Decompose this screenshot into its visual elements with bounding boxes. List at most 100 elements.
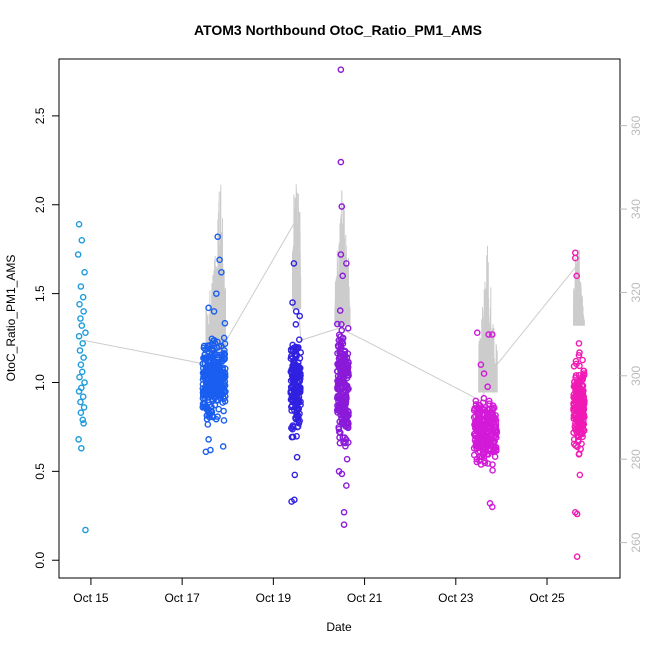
data-point (291, 496, 298, 504)
data-point (288, 393, 296, 401)
data-point (77, 361, 85, 369)
data-point (337, 158, 345, 166)
data-point (342, 418, 350, 426)
data-point (79, 293, 87, 301)
data-point (296, 417, 303, 425)
y-tick-label: 1.5 (33, 285, 47, 302)
data-point (489, 442, 496, 449)
data-point (477, 461, 485, 468)
data-point (210, 388, 218, 396)
data-point (77, 315, 84, 322)
data-point (342, 439, 349, 447)
data-point (79, 340, 87, 347)
data-point (289, 376, 296, 383)
data-point (202, 448, 210, 456)
data-point (472, 442, 479, 450)
data-point (288, 402, 296, 409)
data-point (76, 300, 83, 308)
data-point (485, 331, 492, 338)
data-point (289, 425, 296, 433)
data-point (578, 376, 586, 384)
data-point (221, 378, 229, 385)
data-point (213, 368, 221, 375)
data-point (580, 370, 588, 377)
y2-tick-label: 360 (629, 115, 643, 135)
data-point (295, 336, 303, 343)
data-point (480, 432, 488, 439)
data-point (220, 334, 228, 342)
data-point (345, 358, 352, 366)
x-tick-label: Oct 23 (438, 591, 474, 605)
series-3 (287, 260, 305, 505)
data-point (74, 251, 82, 258)
data-point (488, 503, 496, 511)
data-point (338, 203, 346, 210)
data-point (295, 398, 302, 406)
data-point (338, 401, 346, 408)
data-point (571, 378, 578, 386)
altitude-spike-group (573, 250, 585, 326)
data-point (293, 453, 301, 461)
data-point (477, 415, 484, 422)
data-point (293, 409, 300, 417)
data-point (287, 383, 295, 391)
data-point (75, 436, 82, 443)
series-1 (74, 220, 89, 534)
data-point (340, 364, 348, 372)
data-point (340, 521, 348, 528)
data-point (219, 393, 227, 401)
data-point (78, 236, 86, 244)
data-point (290, 357, 298, 365)
data-point (337, 66, 345, 73)
data-point (292, 308, 300, 315)
data-point (344, 324, 352, 332)
data-point (289, 299, 296, 306)
data-point (220, 417, 228, 424)
data-point (79, 393, 87, 401)
data-point (476, 425, 483, 433)
data-point (77, 409, 85, 417)
data-point (339, 272, 346, 280)
x-axis-label: Date (326, 620, 352, 634)
y-axis: 0.0 0.5 1.0 1.5 2.0 2.5 (33, 107, 59, 569)
data-point (337, 251, 345, 258)
altitude-spike (334, 190, 351, 326)
data-point (78, 444, 85, 452)
data-point (493, 429, 500, 437)
series-6 (570, 249, 588, 560)
data-point (481, 459, 489, 467)
data-point (221, 340, 229, 348)
data-point (489, 467, 496, 474)
y2-tick-label: 260 (629, 532, 643, 552)
y-tick-label: 0.5 (33, 463, 47, 480)
data-point (489, 405, 497, 413)
data-point (480, 370, 488, 377)
data-point (75, 388, 83, 395)
data-point (205, 408, 212, 416)
data-point (492, 434, 500, 441)
x-axis: Oct 15 Oct 17 Oct 19 Oct 21 Oct 23 Oct 25 (73, 578, 565, 605)
data-point (213, 290, 220, 297)
data-point (341, 373, 348, 381)
data-point (78, 322, 86, 329)
data-point (336, 428, 343, 436)
x-tick-label: Oct 25 (529, 591, 565, 605)
data-point (76, 347, 84, 354)
data-point (205, 304, 212, 312)
data-point (479, 442, 486, 449)
data-point (477, 361, 485, 369)
data-point (579, 373, 587, 381)
altitude-line (84, 222, 576, 402)
data-point (213, 360, 221, 367)
data-point (209, 363, 216, 370)
data-point (484, 383, 491, 391)
data-point (216, 256, 223, 264)
altitude-spike (478, 245, 498, 393)
data-point (576, 349, 583, 356)
data-point (81, 268, 88, 276)
altitude-spike (292, 184, 302, 310)
data-point (212, 415, 220, 423)
data-point (473, 455, 481, 463)
data-point (211, 401, 219, 409)
data-point (573, 510, 581, 518)
